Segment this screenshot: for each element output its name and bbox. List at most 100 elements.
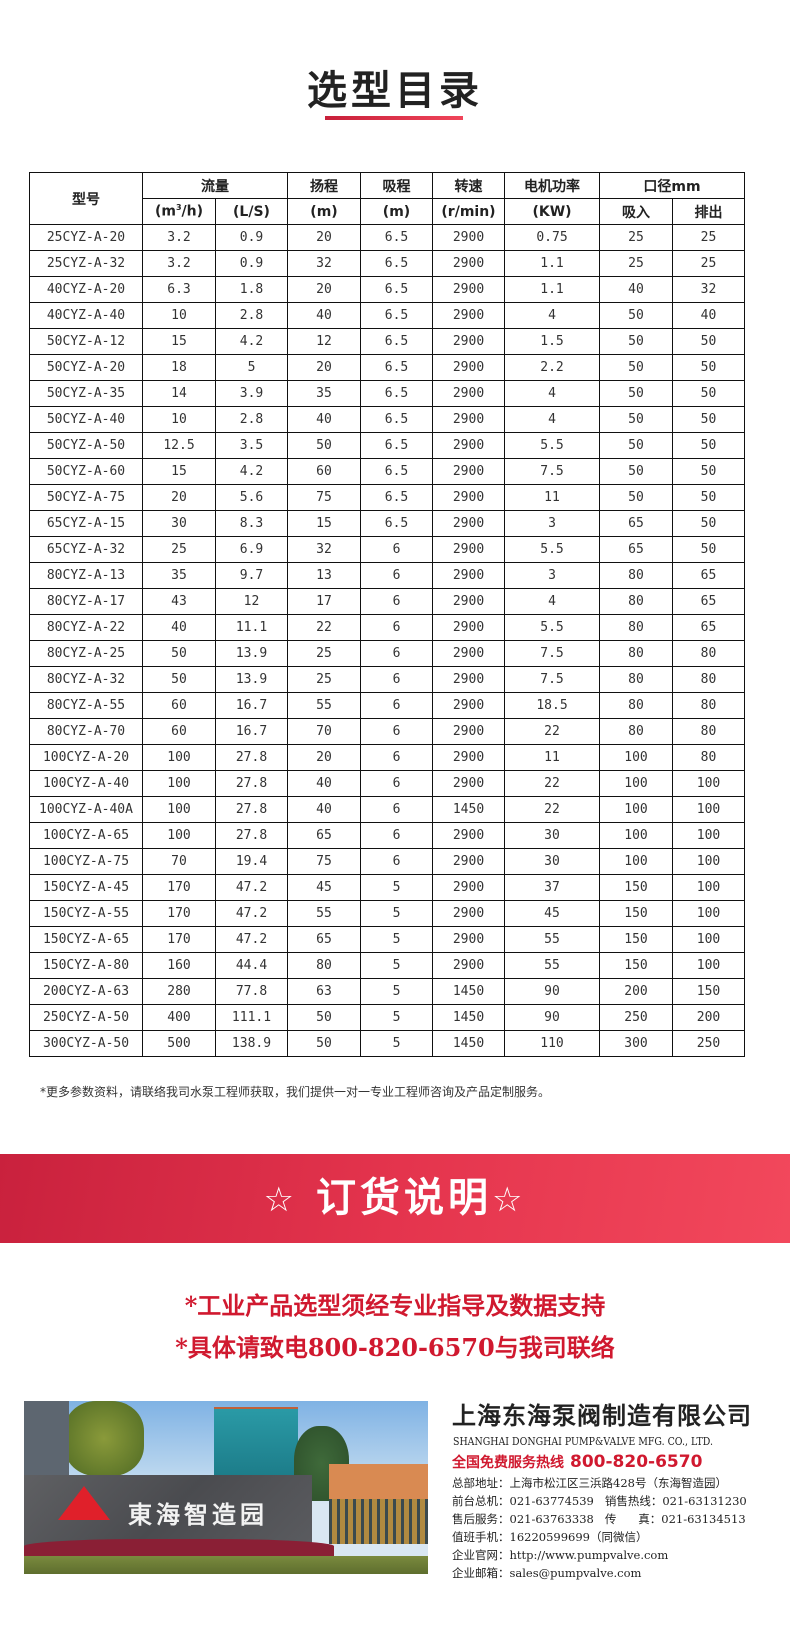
table-cell: 2900 bbox=[432, 458, 505, 485]
table-cell: 5 bbox=[360, 900, 433, 927]
table-cell: 19.4 bbox=[215, 848, 288, 875]
table-cell: 65 bbox=[599, 536, 673, 563]
table-cell: 80 bbox=[672, 744, 745, 771]
table-cell: 45 bbox=[287, 874, 361, 901]
table-cell: 25 bbox=[599, 250, 673, 277]
table-cell: 50 bbox=[672, 484, 745, 511]
factory-photo: 東海智造园 bbox=[24, 1401, 428, 1574]
table-cell: 160 bbox=[142, 952, 216, 979]
table-row: 50CYZ-A-20 18 5 20 6.5 2900 2.2 50 50 bbox=[29, 354, 745, 381]
table-cell: 50 bbox=[287, 432, 361, 459]
table-cell: 5 bbox=[360, 1004, 433, 1031]
table-cell: 100CYZ-A-75 bbox=[29, 848, 143, 875]
table-cell: 60 bbox=[287, 458, 361, 485]
table-cell: 50 bbox=[672, 458, 745, 485]
table-row: 80CYZ-A-32 50 13.9 25 6 2900 7.5 80 80 bbox=[29, 666, 745, 693]
table-cell: 50 bbox=[599, 406, 673, 433]
table-cell: 2900 bbox=[432, 588, 505, 615]
table-cell: 27.8 bbox=[215, 770, 288, 797]
table-cell: 8.3 bbox=[215, 510, 288, 537]
table-cell: 12.5 bbox=[142, 432, 216, 459]
table-cell: 2900 bbox=[432, 926, 505, 953]
table-cell: 100 bbox=[672, 770, 745, 797]
table-cell: 65 bbox=[672, 588, 745, 615]
table-cell: 7.5 bbox=[504, 640, 600, 667]
table-cell: 50 bbox=[599, 458, 673, 485]
table-cell: 6 bbox=[360, 666, 433, 693]
table-row: 100CYZ-A-40 100 27.8 40 6 2900 22 100 100 bbox=[29, 770, 745, 797]
page-title: 选型目录 bbox=[307, 68, 483, 114]
table-cell: 80 bbox=[599, 640, 673, 667]
contact-email[interactable]: 企业邮箱：sales@pumpvalve.com bbox=[452, 1566, 642, 1580]
table-cell: 11.1 bbox=[215, 614, 288, 641]
table-cell: 70 bbox=[287, 718, 361, 745]
table-cell: 43 bbox=[142, 588, 216, 615]
table-cell: 6 bbox=[360, 640, 433, 667]
table-cell: 13.9 bbox=[215, 640, 288, 667]
table-cell: 14 bbox=[142, 380, 216, 407]
table-cell: 4 bbox=[504, 588, 600, 615]
table-cell: 5.5 bbox=[504, 536, 600, 563]
table-cell: 2900 bbox=[432, 692, 505, 719]
table-cell: 15 bbox=[142, 458, 216, 485]
table-cell: 50CYZ-A-12 bbox=[29, 328, 143, 355]
table-cell: 17 bbox=[287, 588, 361, 615]
table-cell: 0.75 bbox=[504, 224, 600, 251]
table-cell: 4 bbox=[504, 380, 600, 407]
contact-website[interactable]: 企业官网：http://www.pumpvalve.com bbox=[452, 1548, 669, 1562]
table-cell: 25 bbox=[287, 640, 361, 667]
table-cell: 138.9 bbox=[215, 1030, 288, 1057]
table-cell: 6.5 bbox=[360, 224, 433, 251]
table-cell: 100CYZ-A-40A bbox=[29, 796, 143, 823]
table-cell: 2900 bbox=[432, 562, 505, 589]
table-cell: 2900 bbox=[432, 770, 505, 797]
order-line-1: *工业产品选型须经专业指导及数据支持 bbox=[184, 1291, 606, 1320]
table-cell: 4 bbox=[504, 406, 600, 433]
table-cell: 1.8 bbox=[215, 276, 288, 303]
table-cell: 6 bbox=[360, 562, 433, 589]
table-cell: 40 bbox=[672, 302, 745, 329]
table-row: 100CYZ-A-20 100 27.8 20 6 2900 11 100 80 bbox=[29, 744, 745, 771]
table-cell: 3.9 bbox=[215, 380, 288, 407]
table-row: 150CYZ-A-80 160 44.4 80 5 2900 55 150 100 bbox=[29, 952, 745, 979]
table-cell: 45 bbox=[504, 900, 600, 927]
table-row: 50CYZ-A-12 15 4.2 12 6.5 2900 1.5 50 50 bbox=[29, 328, 745, 355]
table-cell: 5 bbox=[360, 926, 433, 953]
table-cell: 50 bbox=[599, 380, 673, 407]
table-cell: 22 bbox=[504, 770, 600, 797]
table-cell: 2900 bbox=[432, 952, 505, 979]
table-row: 150CYZ-A-55 170 47.2 55 5 2900 45 150 100 bbox=[29, 900, 745, 927]
table-cell: 4.2 bbox=[215, 458, 288, 485]
table-cell: 25CYZ-A-20 bbox=[29, 224, 143, 251]
table-cell: 4 bbox=[504, 302, 600, 329]
order-banner: ☆ 订货说明☆ bbox=[0, 1154, 790, 1243]
table-cell: 170 bbox=[142, 874, 216, 901]
table-cell: 100 bbox=[672, 926, 745, 953]
table-cell: 90 bbox=[504, 1004, 600, 1031]
table-cell: 2900 bbox=[432, 354, 505, 381]
table-cell: 100CYZ-A-40 bbox=[29, 770, 143, 797]
table-row: 80CYZ-A-25 50 13.9 25 6 2900 7.5 80 80 bbox=[29, 640, 745, 667]
table-row: 150CYZ-A-65 170 47.2 65 5 2900 55 150 100 bbox=[29, 926, 745, 953]
table-cell: 50 bbox=[672, 432, 745, 459]
table-cell: 20 bbox=[287, 354, 361, 381]
table-cell: 3.5 bbox=[215, 432, 288, 459]
table-cell: 50CYZ-A-40 bbox=[29, 406, 143, 433]
table-cell: 100 bbox=[142, 822, 216, 849]
table-cell: 100 bbox=[599, 770, 673, 797]
table-cell: 2900 bbox=[432, 484, 505, 511]
table-row: 80CYZ-A-70 60 16.7 70 6 2900 22 80 80 bbox=[29, 718, 745, 745]
table-cell: 35 bbox=[287, 380, 361, 407]
contact-mobile: 值班手机：16220599699（同微信） bbox=[452, 1530, 648, 1544]
table-cell: 80 bbox=[599, 718, 673, 745]
table-cell: 50 bbox=[672, 536, 745, 563]
table-cell: 50 bbox=[672, 510, 745, 537]
table-cell: 80CYZ-A-25 bbox=[29, 640, 143, 667]
table-cell: 1.1 bbox=[504, 276, 600, 303]
table-cell: 40 bbox=[287, 796, 361, 823]
logo-icon bbox=[58, 1486, 110, 1520]
table-row: 50CYZ-A-75 20 5.6 75 6.5 2900 11 50 50 bbox=[29, 484, 745, 511]
header-flow-m3h: (m3/h) bbox=[142, 198, 216, 225]
table-cell: 6 bbox=[360, 744, 433, 771]
table-row: 80CYZ-A-17 43 12 17 6 2900 4 80 65 bbox=[29, 588, 745, 615]
